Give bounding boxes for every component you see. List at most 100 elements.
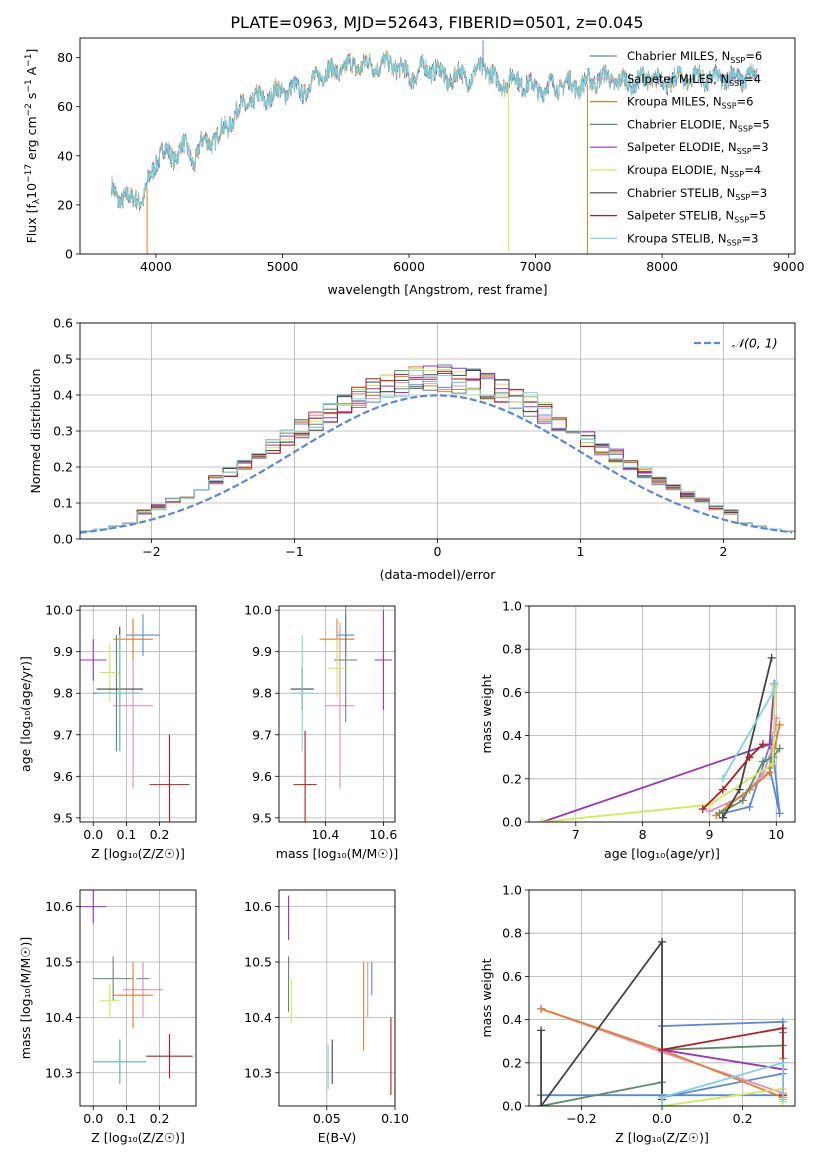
legend-label: Chabrier ELODIE, N [627, 117, 738, 131]
x-tick-label: −0.2 [566, 1111, 596, 1126]
legend-label: Kroupa STELIB, N [627, 231, 727, 245]
axes-frame [79, 889, 197, 1107]
legend-entry: 𝒩(0, 1) [732, 336, 778, 351]
spectrum-line-kroupa-stelib [111, 52, 758, 209]
x-axis-label: mass [log₁₀(M/M☉)] [276, 846, 398, 861]
weight-marker [775, 809, 784, 818]
weight-marker [778, 1095, 787, 1104]
axes-frame [278, 605, 396, 823]
y-tick-label: 0.4 [53, 388, 73, 403]
x-tick-label: 8000 [646, 259, 678, 274]
x-tick-label: −2 [142, 544, 160, 559]
y-tick-label: 9.9 [53, 644, 73, 659]
weight-line-salpeter-stelib [702, 743, 764, 810]
weight-marker [778, 1024, 787, 1033]
legend-nssp: =6 [745, 49, 762, 63]
x-tick-label: 0.0 [652, 1111, 672, 1126]
x-tick-label: 6000 [393, 259, 425, 274]
y-tick-label: 0.5 [53, 352, 73, 367]
legend-label: Kroupa ELODIE, N [627, 163, 729, 177]
y-tick-label: 9.9 [252, 644, 272, 659]
weight-marker [758, 757, 767, 766]
x-axis-label: (data-model)/error [380, 567, 497, 582]
plot-area [290, 606, 393, 822]
legend-entry: Salpeter MILES, NSSP=4 [627, 72, 761, 88]
weight-marker [715, 809, 724, 818]
axes-frame [79, 605, 197, 823]
x-tick-label: 5000 [267, 259, 299, 274]
x-axis-label: Z [log₁₀(Z/Z☉)] [615, 1130, 709, 1145]
weight-marker [738, 796, 747, 805]
y-axis-label-part: 10 [24, 183, 39, 199]
legend-subscript: SSP [729, 170, 744, 179]
weight-marker [768, 759, 777, 768]
y-tick-label: 0.0 [53, 532, 73, 547]
legend-nssp: =4 [744, 163, 761, 177]
weight-marker [537, 1102, 546, 1106]
x-tick-label: 0.0 [83, 1111, 103, 1126]
x-tick-label: 4000 [140, 259, 172, 274]
x-tick-label: 0.2 [733, 1111, 753, 1126]
legend-subscript: SSP [735, 193, 750, 202]
legend-label: Kroupa MILES, N [627, 95, 722, 109]
y-tick-label: 10.6 [244, 899, 272, 914]
y-tick-label: 0.4 [502, 728, 522, 743]
legend-label: Chabrier STELIB, N [627, 186, 735, 200]
y-axis-label-part: λ [32, 198, 42, 204]
x-tick-label: 0.05 [313, 1111, 341, 1126]
x-tick-label: 8 [639, 827, 647, 842]
y-axis-label-part: ] [24, 49, 39, 54]
y-tick-label: 10.6 [45, 899, 73, 914]
y-tick-label: 10.4 [45, 1010, 73, 1025]
y-axis-label-part: Flux [f [24, 204, 39, 244]
y-tick-label: 1.0 [502, 599, 522, 614]
weight-marker [718, 813, 727, 822]
histogram-kroupa-stelib [80, 369, 795, 539]
y-axis-label: mass [log₁₀(M/M☉)] [18, 937, 33, 1059]
grid-lines [80, 606, 196, 822]
legend-entry: Chabrier STELIB, NSSP=3 [627, 186, 767, 202]
weight-marker [768, 688, 777, 697]
legend-nssp: =4 [744, 72, 761, 86]
weight-marker [658, 1102, 666, 1106]
axes-frame [528, 889, 796, 1107]
legend-label: Salpeter STELIB, N [627, 209, 734, 223]
legend-subscript: SSP [737, 147, 752, 156]
legend-subscript: SSP [729, 79, 744, 88]
legend-nssp: =3 [750, 186, 767, 200]
legend-nssp: =5 [753, 117, 770, 131]
weight-marker [718, 774, 727, 783]
x-tick-label: 10.4 [311, 827, 339, 842]
axes-frame [79, 322, 796, 540]
x-tick-label: 0.2 [150, 827, 170, 842]
plot-area [80, 364, 795, 539]
y-tick-label: 10.0 [244, 603, 272, 618]
axes-frame [528, 605, 796, 823]
weight-marker [537, 1026, 546, 1035]
legend-entry: Kroupa MILES, NSSP=6 [627, 95, 753, 111]
y-tick-label: 60 [57, 99, 73, 114]
plot-area [538, 653, 784, 822]
y-tick-label: 0.2 [53, 460, 73, 475]
x-tick-label: 0.2 [150, 1111, 170, 1126]
legend-label: Salpeter ELODIE, N [627, 140, 737, 154]
y-tick-label: 10.0 [45, 603, 73, 618]
x-axis-label: E(B-V) [318, 1130, 357, 1145]
weight-vs-age-chart: 7 8 9 10 0.0 0.2 0.4 0.6 0.8 1.0 age [log₁₀(age/yr… [479, 599, 796, 861]
y-axis-label-part: A [24, 66, 39, 79]
y-tick-label: 10.3 [45, 1065, 73, 1080]
mass-vs-ebv-chart: 0.05 0.10 10.3 10.4 10.5 10.6 E(B-V) [244, 889, 409, 1145]
normal-curve [80, 394, 793, 534]
plot-area [288, 895, 392, 1095]
y-tick-label: 0.6 [53, 316, 73, 331]
y-tick-label: 10.3 [244, 1065, 272, 1080]
figure-title: PLATE=0963, MJD=52643, FIBERID=0501, z=0… [230, 13, 643, 32]
weight-marker [658, 1093, 666, 1102]
y-tick-label: 0.1 [53, 496, 73, 511]
y-tick-label: 80 [57, 50, 73, 65]
weight-marker [537, 1004, 546, 1013]
y-tick-label: 10.5 [45, 955, 73, 970]
weight-marker [775, 744, 784, 753]
y-tick-label: 0.6 [502, 685, 522, 700]
